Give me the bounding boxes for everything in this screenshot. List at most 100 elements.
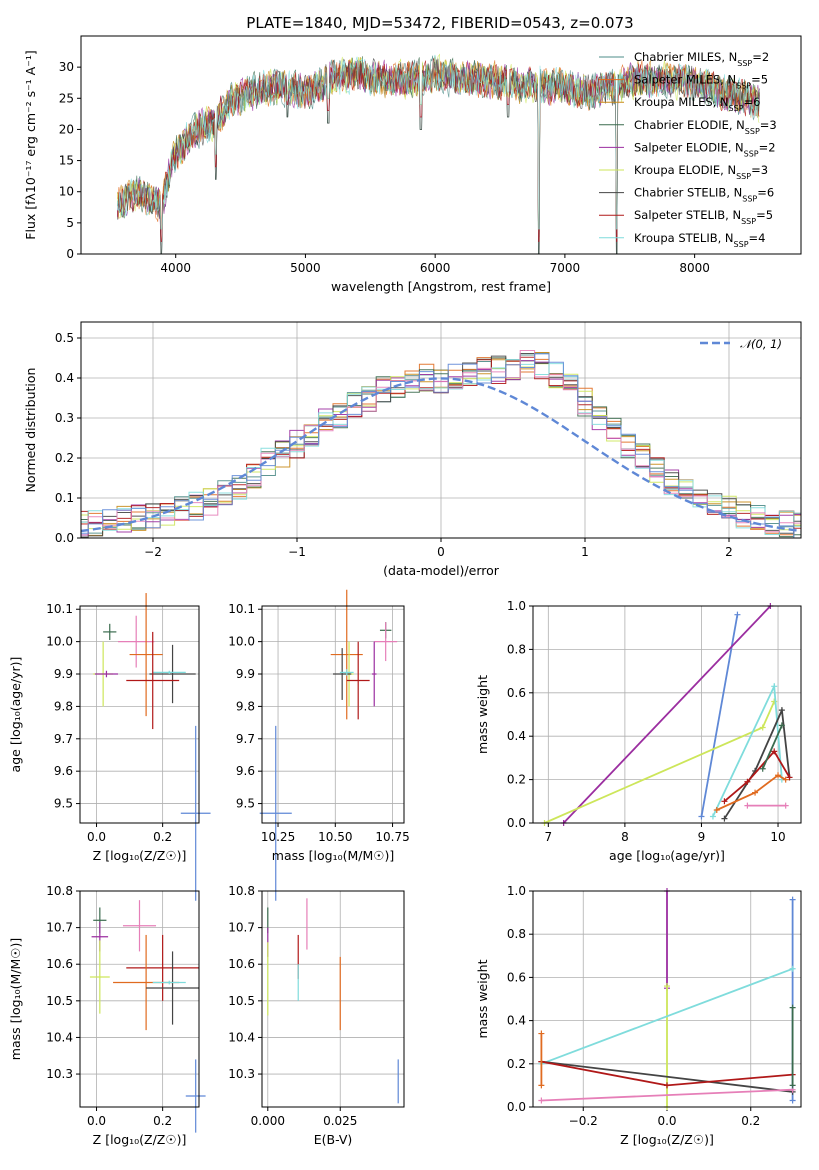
y-tick-label: 15	[59, 154, 74, 168]
y-tick-label: 10	[59, 185, 74, 199]
weight-marker	[778, 707, 785, 714]
x-tick-label: −1	[288, 545, 306, 559]
weight-marker	[734, 611, 741, 618]
y-tick-label: 0.3	[55, 411, 74, 425]
x-tick-label: 10.50	[318, 830, 352, 844]
x-tick-label: −0.2	[569, 1114, 598, 1128]
weight-marker	[782, 776, 789, 783]
x-tick-label: 0.0	[87, 830, 106, 844]
x-tick-label: 2	[725, 545, 733, 559]
y-tick-label: 10.4	[46, 1030, 73, 1044]
weight-marker	[709, 813, 716, 820]
x-tick-label: 7	[544, 830, 552, 844]
y-tick-label: 9.9	[236, 667, 255, 681]
axes-frame	[261, 890, 405, 1108]
y-tick-label: 9.7	[236, 732, 255, 746]
weight-line	[562, 605, 772, 824]
x-axis-label: age [log₁₀(age/yr)]	[609, 848, 725, 863]
weight-marker	[721, 815, 728, 822]
y-axis-label: mass weight	[475, 959, 490, 1038]
weight-marker	[664, 983, 670, 990]
weight-marker	[759, 765, 766, 772]
y-tick-label: 9.8	[236, 699, 255, 713]
y-tick-label: 9.6	[54, 764, 73, 778]
y-tick-label: 0.0	[507, 1100, 526, 1114]
weight-marker	[786, 774, 793, 781]
y-tick-label: 0.8	[507, 927, 526, 941]
x-tick-label: −2	[144, 545, 162, 559]
y-axis-label: Flux [fλ10⁻¹⁷ erg cm⁻² s⁻¹ A⁻¹]	[23, 50, 38, 239]
y-tick-label: 9.5	[236, 797, 255, 811]
x-tick-label: 8	[621, 830, 629, 844]
axes-frame	[80, 321, 802, 539]
y-tick-label: 0.2	[55, 451, 74, 465]
y-tick-label: 10.6	[228, 957, 255, 971]
x-axis-label: Z [log₁₀(Z/Z☉)]	[93, 848, 187, 863]
y-tick-label: 0.5	[55, 331, 74, 345]
x-tick-label: 0.2	[153, 1114, 172, 1128]
x-tick-label: 0.0	[657, 1114, 676, 1128]
axes-frame	[79, 890, 200, 1108]
y-tick-label: 10.5	[228, 994, 255, 1008]
weight-marker	[664, 1082, 670, 1089]
axes-frame	[80, 35, 802, 255]
weight-line	[723, 749, 791, 802]
y-tick-label: 30	[59, 60, 74, 74]
axes-frame	[261, 605, 405, 824]
legend-entry: Chabrier ELODIE, NSSP=3	[634, 118, 777, 136]
histogram-step-3	[81, 357, 801, 538]
weight-marker	[752, 789, 759, 796]
y-tick-label: 0.1	[55, 491, 74, 505]
y-tick-label: 9.5	[54, 797, 73, 811]
y-tick-label: 0.2	[507, 773, 526, 787]
weight-line	[541, 1060, 793, 1093]
weight-line	[716, 774, 787, 811]
legend-entry: Salpeter STELIB, NSSP=5	[634, 208, 773, 226]
x-tick-label: 0.0	[87, 1114, 106, 1128]
y-tick-label: 0.6	[507, 686, 526, 700]
axes-frame	[532, 605, 802, 824]
weight-line	[541, 1088, 793, 1102]
x-tick-label: 0	[437, 545, 445, 559]
x-axis-label: (data-model)/error	[383, 563, 500, 578]
weight-line	[761, 725, 783, 770]
x-tick-label: 5000	[290, 261, 321, 275]
y-tick-label: 5	[66, 216, 74, 230]
y-tick-label: 25	[59, 91, 74, 105]
legend-entry: Salpeter ELODIE, NSSP=2	[634, 140, 776, 158]
y-axis-label: mass [log₁₀(M/M☉)]	[8, 938, 23, 1060]
x-tick-label: 1	[581, 545, 589, 559]
weight-marker	[789, 1082, 796, 1089]
y-tick-label: 0.4	[55, 371, 74, 385]
x-axis-label: Z [log₁₀(Z/Z☉)]	[93, 1132, 187, 1147]
y-tick-label: 10.1	[46, 602, 73, 616]
weight-marker	[721, 798, 728, 805]
x-tick-label: 6000	[420, 261, 451, 275]
weight-marker	[538, 1030, 545, 1037]
x-axis-label: mass [log₁₀(M/M☉)]	[272, 848, 394, 863]
legend-entry: Chabrier STELIB, NSSP=6	[634, 186, 774, 204]
weight-marker	[713, 806, 720, 813]
y-tick-label: 0.0	[55, 531, 74, 545]
weight-marker	[778, 722, 785, 729]
y-tick-label: 10.7	[228, 921, 255, 935]
weight-marker	[775, 772, 782, 779]
histogram-step-8	[81, 359, 801, 535]
y-tick-label: 10.3	[46, 1067, 73, 1081]
y-tick-label: 10.5	[46, 994, 73, 1008]
weight-marker	[771, 683, 778, 690]
legend-entry: Kroupa STELIB, NSSP=4	[634, 231, 765, 249]
histogram-step-10	[81, 353, 801, 539]
x-tick-label: 0.2	[741, 1114, 760, 1128]
y-tick-label: 10.6	[46, 957, 73, 971]
weight-marker	[782, 802, 789, 809]
y-tick-label: 1.0	[507, 599, 526, 613]
x-axis-label: Z [log₁₀(Z/Z☉)]	[620, 1132, 714, 1147]
x-tick-label: 10	[770, 830, 785, 844]
y-tick-label: 0	[66, 247, 74, 261]
y-tick-label: 0.4	[507, 1014, 526, 1028]
legend-entry: Salpeter MILES, NSSP=5	[634, 73, 768, 91]
x-tick-label: 10.25	[261, 830, 295, 844]
x-tick-label: 0.025	[323, 1114, 357, 1128]
